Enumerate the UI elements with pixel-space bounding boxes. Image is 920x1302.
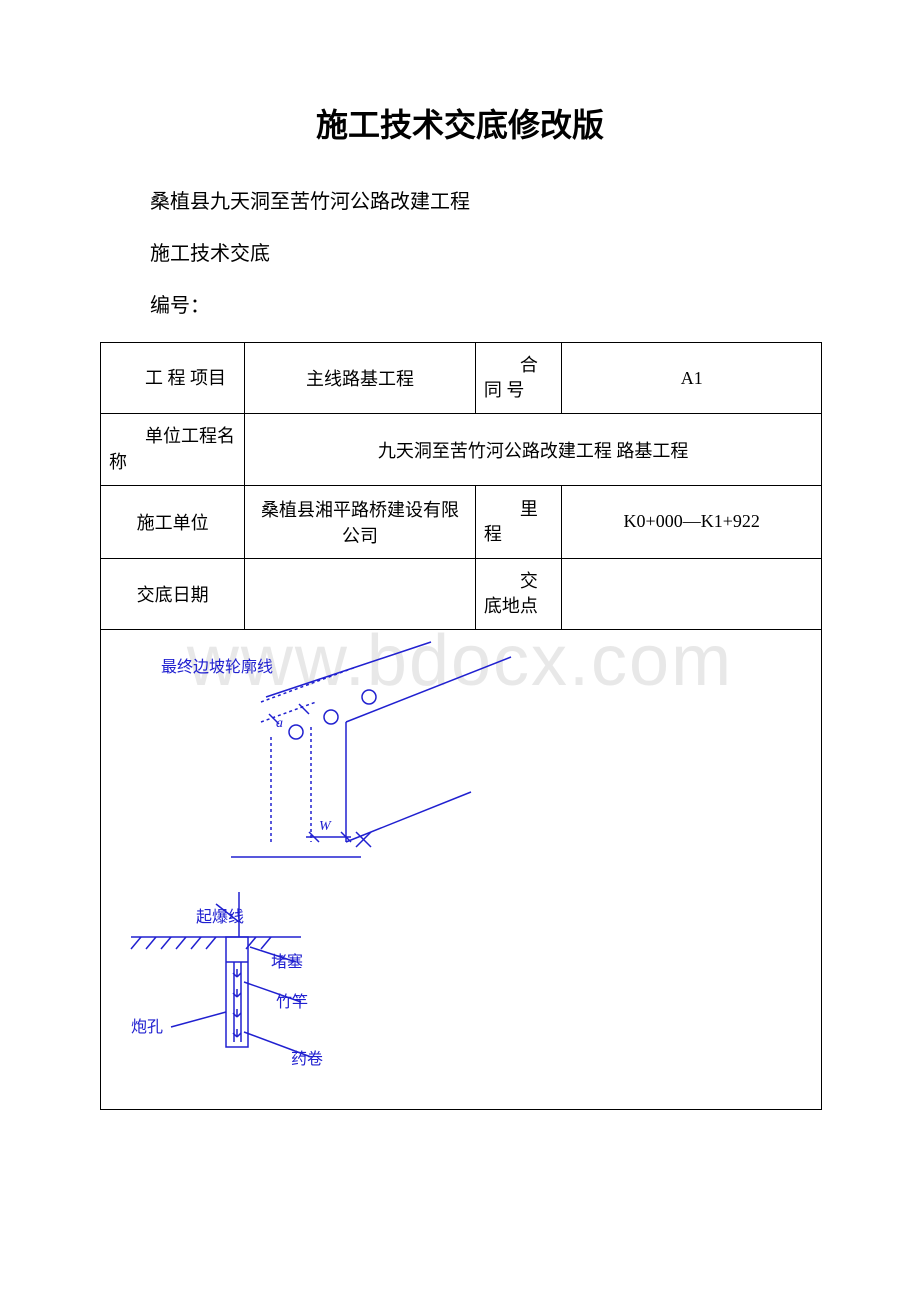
svg-text:W: W xyxy=(319,819,332,834)
cell-mileage-value: K0+000—K1+922 xyxy=(562,485,822,558)
page-container: 施工技术交底修改版 桑植县九天洞至苦竹河公路改建工程 施工技术交底 编号： 工 … xyxy=(0,0,920,1150)
diagram-svg: 最终边坡轮廓线 a W 起爆线堵塞竹竿药卷 炮孔 xyxy=(101,632,821,1102)
table-row-diagram: 最终边坡轮廓线 a W 起爆线堵塞竹竿药卷 炮孔 xyxy=(101,630,822,1110)
cell-contractor-label: 施工单位 xyxy=(101,485,245,558)
svg-text:堵塞: 堵塞 xyxy=(271,953,303,971)
subtitle-project: 桑植县九天洞至苦竹河公路改建工程 xyxy=(150,186,820,218)
subtitle-number: 编号： xyxy=(150,290,820,322)
cell-location-label: 交底地点 xyxy=(475,558,562,629)
svg-text:竹竿: 竹竿 xyxy=(276,993,308,1011)
table-row: 工 程 项目 主线路基工程 合同 号 A1 xyxy=(101,343,822,414)
cell-contract-label: 合同 号 xyxy=(475,343,562,414)
cell-contractor-value: 桑植县湘平路桥建设有限公司 xyxy=(245,485,476,558)
svg-text:药卷: 药卷 xyxy=(291,1050,323,1068)
cell-location-value xyxy=(562,558,822,629)
cell-date-value xyxy=(245,558,476,629)
cell-unit-name-value: 九天洞至苦竹河公路改建工程 路基工程 xyxy=(245,414,822,485)
info-table: 工 程 项目 主线路基工程 合同 号 A1 单位工程名称 九天洞至苦竹河公路改建… xyxy=(100,342,822,1110)
cell-mileage-label: 里程 xyxy=(475,485,562,558)
subtitle-doc-type: 施工技术交底 xyxy=(150,238,820,270)
cell-unit-name-label: 单位工程名称 xyxy=(101,414,245,485)
diagram-cell: 最终边坡轮廓线 a W 起爆线堵塞竹竿药卷 炮孔 xyxy=(101,630,822,1110)
cell-date-label: 交底日期 xyxy=(101,558,245,629)
cell-project-value: 主线路基工程 xyxy=(245,343,476,414)
table-row: 交底日期 交底地点 xyxy=(101,558,822,629)
svg-text:a: a xyxy=(276,716,283,731)
svg-text:炮孔: 炮孔 xyxy=(131,1018,163,1036)
cell-project-label: 工 程 项目 xyxy=(101,343,245,414)
svg-text:最终边坡轮廓线: 最终边坡轮廓线 xyxy=(161,658,273,676)
cell-contract-value: A1 xyxy=(562,343,822,414)
svg-text:起爆线: 起爆线 xyxy=(196,907,244,926)
table-row: 单位工程名称 九天洞至苦竹河公路改建工程 路基工程 xyxy=(101,414,822,485)
page-title: 施工技术交底修改版 xyxy=(100,100,820,146)
table-row: 施工单位 桑植县湘平路桥建设有限公司 里程 K0+000—K1+922 xyxy=(101,485,822,558)
